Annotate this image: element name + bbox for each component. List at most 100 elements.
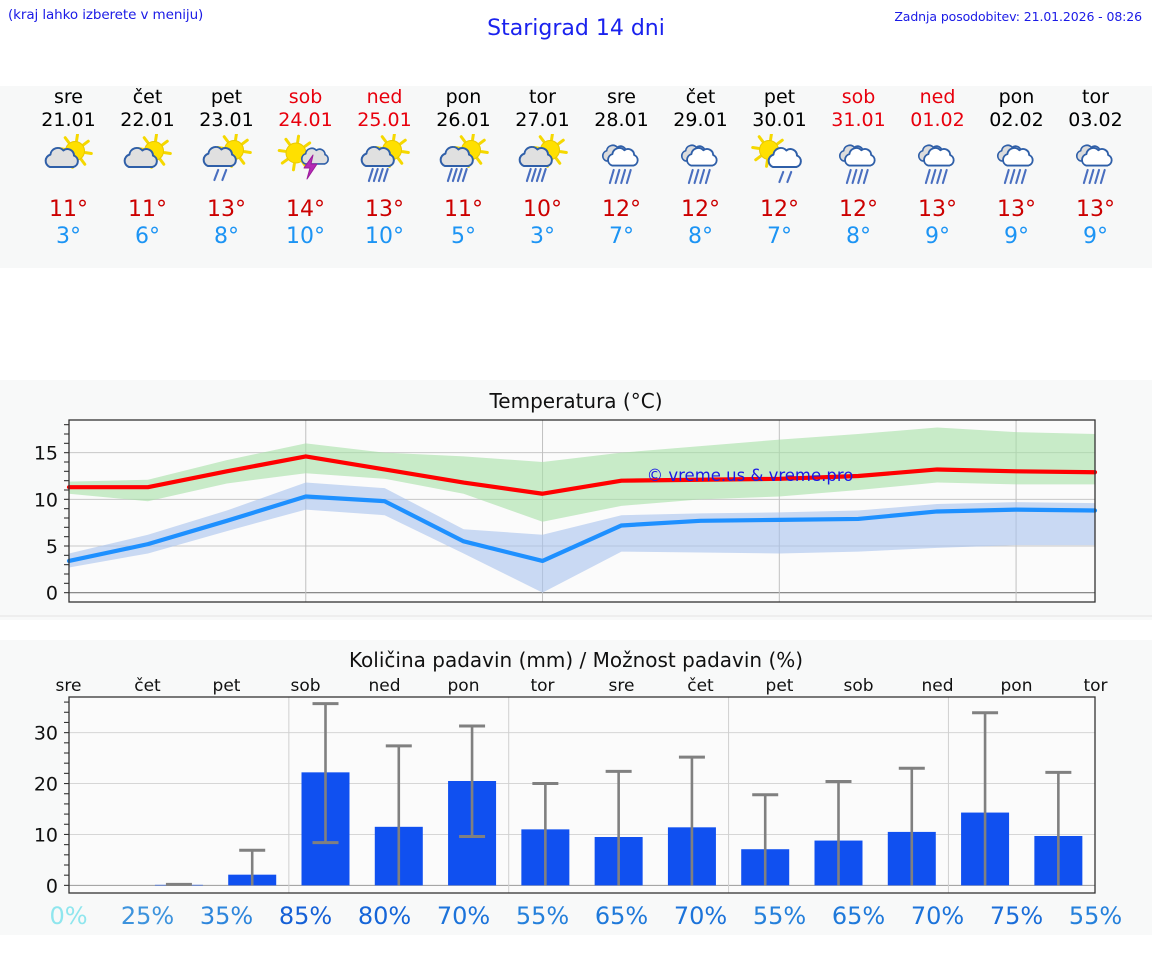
day-column-24-01[interactable]: sob 24.01 14° 10° (266, 86, 345, 250)
weather-icon-slot (108, 134, 187, 196)
day-name: pon (998, 86, 1035, 108)
precip-day-label: sob (843, 676, 874, 696)
day-min-temp: 3° (56, 224, 81, 249)
day-column-25-01[interactable]: ned 25.01 13° 10° (345, 86, 424, 250)
day-column-03-02[interactable]: tor 03.02 13° 9° (1056, 86, 1135, 250)
weather-icon-slot (29, 134, 108, 196)
day-date: 01.02 (910, 109, 965, 131)
precip-day-label: tor (1083, 676, 1108, 696)
day-min-temp: 6° (135, 224, 160, 249)
precip-probability-label: 75% (989, 902, 1044, 930)
day-min-temp: 9° (1083, 224, 1108, 249)
sun-cloud-rain-icon (439, 134, 489, 183)
precip-day-label: sre (55, 676, 82, 696)
precipitation-chart-title: Količina padavin (mm) / Možnost padavin … (348, 648, 804, 672)
precip-probability-label: 65% (831, 902, 886, 930)
cloud-rain-icon (838, 144, 876, 185)
day-column-29-01[interactable]: čet 29.01 12° 8° (661, 86, 740, 250)
sun-cloud-rain-icon (360, 134, 410, 183)
cloud-rain-icon (996, 144, 1034, 185)
precip-y-tick: 30 (34, 723, 58, 745)
day-max-temp: 11° (128, 197, 167, 222)
day-max-temp: 13° (365, 197, 404, 222)
weather-icon-slot (266, 134, 345, 196)
day-column-02-02[interactable]: pon 02.02 13° 9° (977, 86, 1056, 250)
day-max-temp: 14° (286, 197, 325, 222)
sun-cloud-icon (123, 134, 172, 169)
day-max-temp: 12° (839, 197, 878, 222)
day-column-27-01[interactable]: tor 27.01 10° 3° (503, 86, 582, 250)
sun-cloud-icon (44, 134, 93, 169)
weather-icon-slot (661, 134, 740, 196)
day-column-21-01[interactable]: sre 21.01 11° 3° (29, 86, 108, 250)
day-date: 31.01 (831, 109, 886, 131)
precip-day-label: pet (765, 676, 794, 696)
day-max-temp: 13° (1076, 197, 1115, 222)
day-max-temp: 13° (207, 197, 246, 222)
day-name: tor (529, 86, 556, 108)
day-date: 25.01 (357, 109, 412, 131)
day-name: sob (841, 86, 876, 108)
precip-day-label: pet (212, 676, 241, 696)
cloud-rain-icon (680, 144, 718, 185)
day-column-28-01[interactable]: sre 28.01 12° 7° (582, 86, 661, 250)
weather-icon-slot (819, 134, 898, 196)
day-date: 02.02 (989, 109, 1044, 131)
temp-y-tick: 15 (34, 443, 58, 465)
day-min-temp: 8° (846, 224, 871, 249)
weather-icon-slot (187, 134, 266, 196)
day-max-temp: 12° (681, 197, 720, 222)
cloud-rain-icon (601, 144, 639, 185)
weather-icon-slot (424, 134, 503, 196)
temperature-chart-title: Temperatura (°C) (489, 389, 663, 413)
day-name: sre (54, 86, 83, 108)
day-column-31-01[interactable]: sob 31.01 12° 8° (819, 86, 898, 250)
day-date: 28.01 (594, 109, 649, 131)
weather-icon-slot (740, 134, 819, 196)
precip-probability-label: 85% (278, 902, 333, 930)
precip-y-tick: 20 (34, 774, 58, 796)
day-date: 30.01 (752, 109, 807, 131)
day-min-temp: 3° (530, 224, 555, 249)
day-date: 24.01 (278, 109, 333, 131)
page-title: Starigrad 14 dni (487, 16, 665, 41)
day-date: 23.01 (199, 109, 254, 131)
precip-probability-label: 55% (1068, 902, 1123, 930)
precip-probability-label: 80% (357, 902, 412, 930)
sun-cloud-light-rain-icon (202, 134, 252, 182)
cloud-rain-icon (1075, 144, 1113, 185)
day-name: ned (366, 86, 403, 108)
day-column-30-01[interactable]: pet 30.01 12° 7° (740, 86, 819, 250)
day-column-26-01[interactable]: pon 26.01 11° 5° (424, 86, 503, 250)
precip-probability-label: 55% (515, 902, 570, 930)
precip-day-label: ned (921, 676, 954, 696)
temp-y-tick: 5 (46, 536, 58, 558)
precip-day-label: pon (447, 676, 480, 696)
day-name: pon (445, 86, 482, 108)
precip-probability-label: 0% (49, 902, 88, 930)
day-max-temp: 12° (602, 197, 641, 222)
precip-y-tick: 0 (46, 875, 58, 897)
day-date: 27.01 (515, 109, 570, 131)
precip-day-label: čet (134, 676, 161, 696)
precip-y-tick: 10 (34, 824, 58, 846)
precip-day-label: sre (608, 676, 635, 696)
precip-probability-label: 65% (594, 902, 649, 930)
bottom-padding (0, 935, 1152, 975)
menu-hint-text: (kraj lahko izberete v meniju) (8, 7, 204, 23)
temperature-chart-section: Temperatura (°C) 0 5 10 15 (0, 380, 1152, 620)
daily-forecast-strip: sre 21.01 11° 3° čet 22.01 11° 6° pet 23.01 13° 8° s… (0, 86, 1152, 268)
day-name: tor (1082, 86, 1109, 108)
precip-day-label: tor (530, 676, 555, 696)
precipitation-chart-section: Količina padavin (mm) / Možnost padavin … (0, 640, 1152, 935)
weather-icon-slot (1056, 134, 1135, 196)
day-max-temp: 11° (49, 197, 88, 222)
temperature-chart-plot: 0 5 10 15 (0, 419, 1152, 617)
sun-cloud-thunderstorm-icon (277, 134, 329, 180)
day-column-23-01[interactable]: pet 23.01 13° 8° (187, 86, 266, 250)
day-column-22-01[interactable]: čet 22.01 11° 6° (108, 86, 187, 250)
day-max-temp: 13° (918, 197, 957, 222)
weather-icon-slot (503, 134, 582, 196)
precip-probability-label: 35% (199, 902, 254, 930)
day-column-01-02[interactable]: ned 01.02 13° 9° (898, 86, 977, 250)
